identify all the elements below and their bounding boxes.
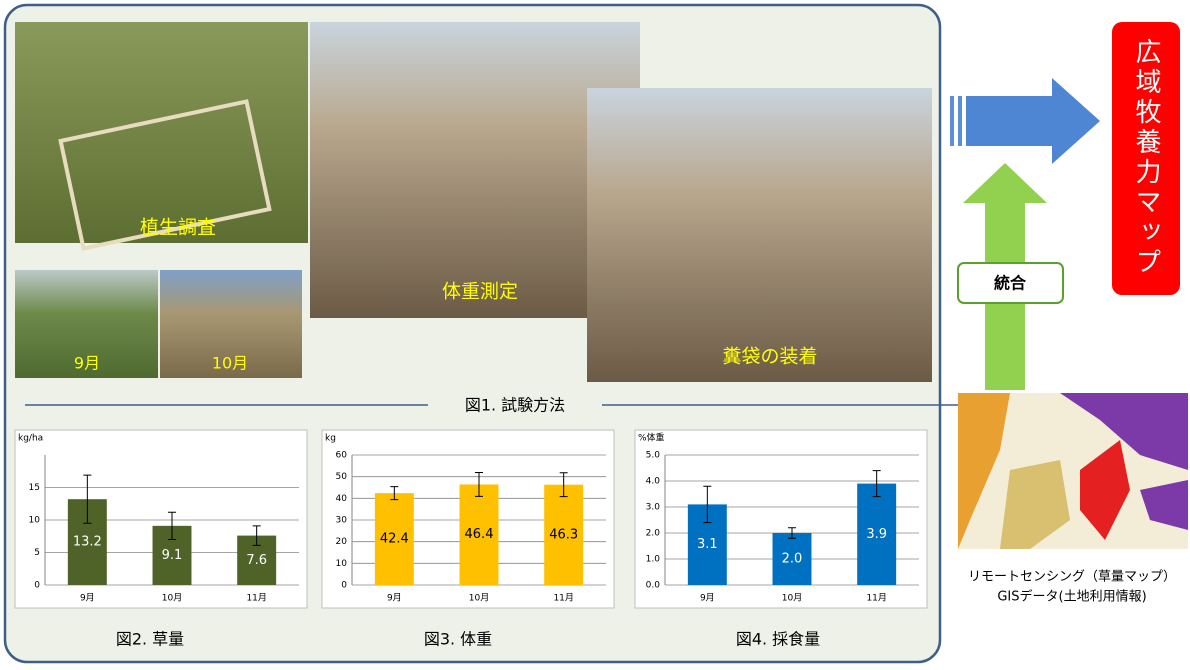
chart-caption: 図3. 体重 xyxy=(424,630,492,649)
error-bar xyxy=(83,474,92,524)
photo xyxy=(15,270,158,378)
integrate-box xyxy=(957,262,1064,304)
y-tick-label: 60 xyxy=(336,451,348,461)
arrow-stripe xyxy=(950,96,954,146)
rs-caption: リモートセンシング（草量マップ） xyxy=(968,570,1176,585)
chart-caption: 図2. 草量 xyxy=(116,630,184,649)
integrate-label: 統合 xyxy=(994,274,1027,293)
error-bar xyxy=(168,511,176,540)
data-label: 46.4 xyxy=(465,527,494,542)
y-tick-label: 2.0 xyxy=(646,529,661,539)
photo-label: 10月 xyxy=(212,354,248,373)
y-tick-label: 3.0 xyxy=(646,503,661,513)
map-shape xyxy=(1000,460,1070,549)
data-label: 3.9 xyxy=(866,527,887,542)
error-bar xyxy=(788,527,796,539)
x-tick-label: 11月 xyxy=(246,593,266,604)
arrow xyxy=(966,78,1100,164)
x-tick-label: 10月 xyxy=(782,593,802,604)
map-title: 広域牧養力マップ xyxy=(1131,38,1161,278)
bar xyxy=(544,484,584,585)
y-tick-label: 15 xyxy=(29,483,40,493)
data-label: 7.6 xyxy=(246,553,267,568)
data-label: 13.2 xyxy=(73,535,102,550)
map-shape xyxy=(1060,393,1188,470)
x-tick-label: 9月 xyxy=(700,593,715,604)
photo-label: 9月 xyxy=(74,354,100,373)
photo-label: 体重測定 xyxy=(442,281,518,303)
y-axis-label: kg/ha xyxy=(18,434,43,444)
bar xyxy=(459,484,499,585)
chart-caption: 図4. 採食量 xyxy=(736,630,820,649)
photo-label: 糞袋の装着 xyxy=(722,346,817,368)
x-tick-label: 9月 xyxy=(387,593,402,604)
data-label: 46.3 xyxy=(549,527,578,542)
x-tick-label: 9月 xyxy=(80,593,95,604)
data-label: 42.4 xyxy=(380,532,409,547)
gis-caption: GISデータ(土地利用情報) xyxy=(997,589,1146,605)
y-tick-label: 40 xyxy=(336,494,348,504)
photo xyxy=(160,270,302,378)
map-title-box xyxy=(1112,22,1180,295)
y-axis-label: kg xyxy=(325,434,336,444)
error-bar xyxy=(559,472,568,498)
map-shape xyxy=(1140,480,1188,530)
y-tick-label: 30 xyxy=(336,516,348,526)
error-bar xyxy=(872,470,881,498)
photo xyxy=(15,22,308,243)
error-bar xyxy=(390,486,399,501)
quadrat xyxy=(58,99,272,251)
photo xyxy=(587,88,932,382)
y-tick-label: 10 xyxy=(29,516,41,526)
data-label: 2.0 xyxy=(782,552,803,567)
x-tick-label: 11月 xyxy=(553,593,573,604)
x-tick-label: 11月 xyxy=(866,593,886,604)
bar xyxy=(374,493,414,585)
error-bar xyxy=(703,485,712,524)
arrow-stripe xyxy=(958,96,962,146)
x-tick-label: 10月 xyxy=(469,593,489,604)
y-tick-label: 4.0 xyxy=(646,477,661,487)
photo xyxy=(310,22,640,318)
data-label: 3.1 xyxy=(697,537,718,552)
y-tick-label: 5.0 xyxy=(646,451,661,461)
bar xyxy=(772,533,812,585)
y-axis-label: %体重 xyxy=(638,432,665,444)
error-bar xyxy=(475,472,483,497)
y-tick-label: 10 xyxy=(336,559,348,569)
y-tick-label: 5 xyxy=(34,548,40,558)
error-bar xyxy=(252,525,261,546)
y-tick-label: 50 xyxy=(336,472,348,482)
x-tick-label: 10月 xyxy=(162,593,182,604)
map-shape xyxy=(1080,440,1130,540)
y-tick-label: 1.0 xyxy=(646,555,661,565)
photo-label: 植生調査 xyxy=(140,217,216,239)
y-tick-label: 0 xyxy=(34,581,40,591)
figure-caption: 図1. 試験方法 xyxy=(465,396,565,415)
bar xyxy=(857,483,897,585)
data-label: 9.1 xyxy=(162,548,183,563)
y-tick-label: 20 xyxy=(336,537,348,547)
map-shape xyxy=(958,393,1010,549)
y-tick-label: 0 xyxy=(341,581,347,591)
y-tick-label: 0.0 xyxy=(646,581,661,591)
